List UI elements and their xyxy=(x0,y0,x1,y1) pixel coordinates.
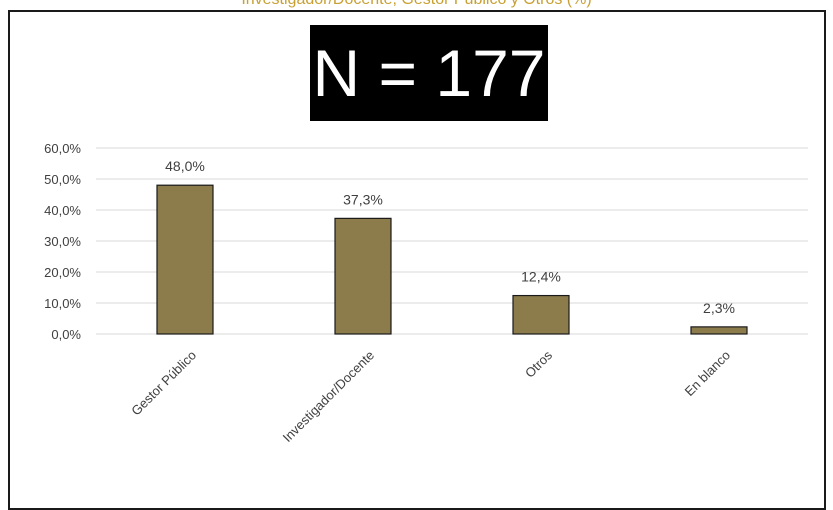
bar xyxy=(334,217,392,335)
sample-size-label: N = 177 xyxy=(310,25,548,121)
y-tick-label: 10,0% xyxy=(44,296,81,311)
bar xyxy=(512,294,570,335)
y-tick-label: 0,0% xyxy=(51,327,81,342)
data-label: 48,0% xyxy=(165,158,205,174)
y-tick-label: 20,0% xyxy=(44,265,81,280)
y-tick-label: 40,0% xyxy=(44,203,81,218)
bar xyxy=(156,184,214,335)
data-label: 2,3% xyxy=(703,300,735,316)
data-label: 12,4% xyxy=(521,269,561,285)
x-tick-label: Gestor Público xyxy=(128,348,199,419)
x-tick-label: Investigador/Docente xyxy=(280,348,377,445)
x-tick-label: Otros xyxy=(522,347,555,380)
chart-caption: Investigador/Docente, Gestor Público y O… xyxy=(0,0,833,9)
y-tick-label: 30,0% xyxy=(44,234,81,249)
x-tick-label: En blanco xyxy=(682,348,733,399)
bar xyxy=(690,326,748,335)
y-tick-label: 60,0% xyxy=(44,141,81,156)
y-tick-label: 50,0% xyxy=(44,172,81,187)
data-label: 37,3% xyxy=(343,191,383,207)
